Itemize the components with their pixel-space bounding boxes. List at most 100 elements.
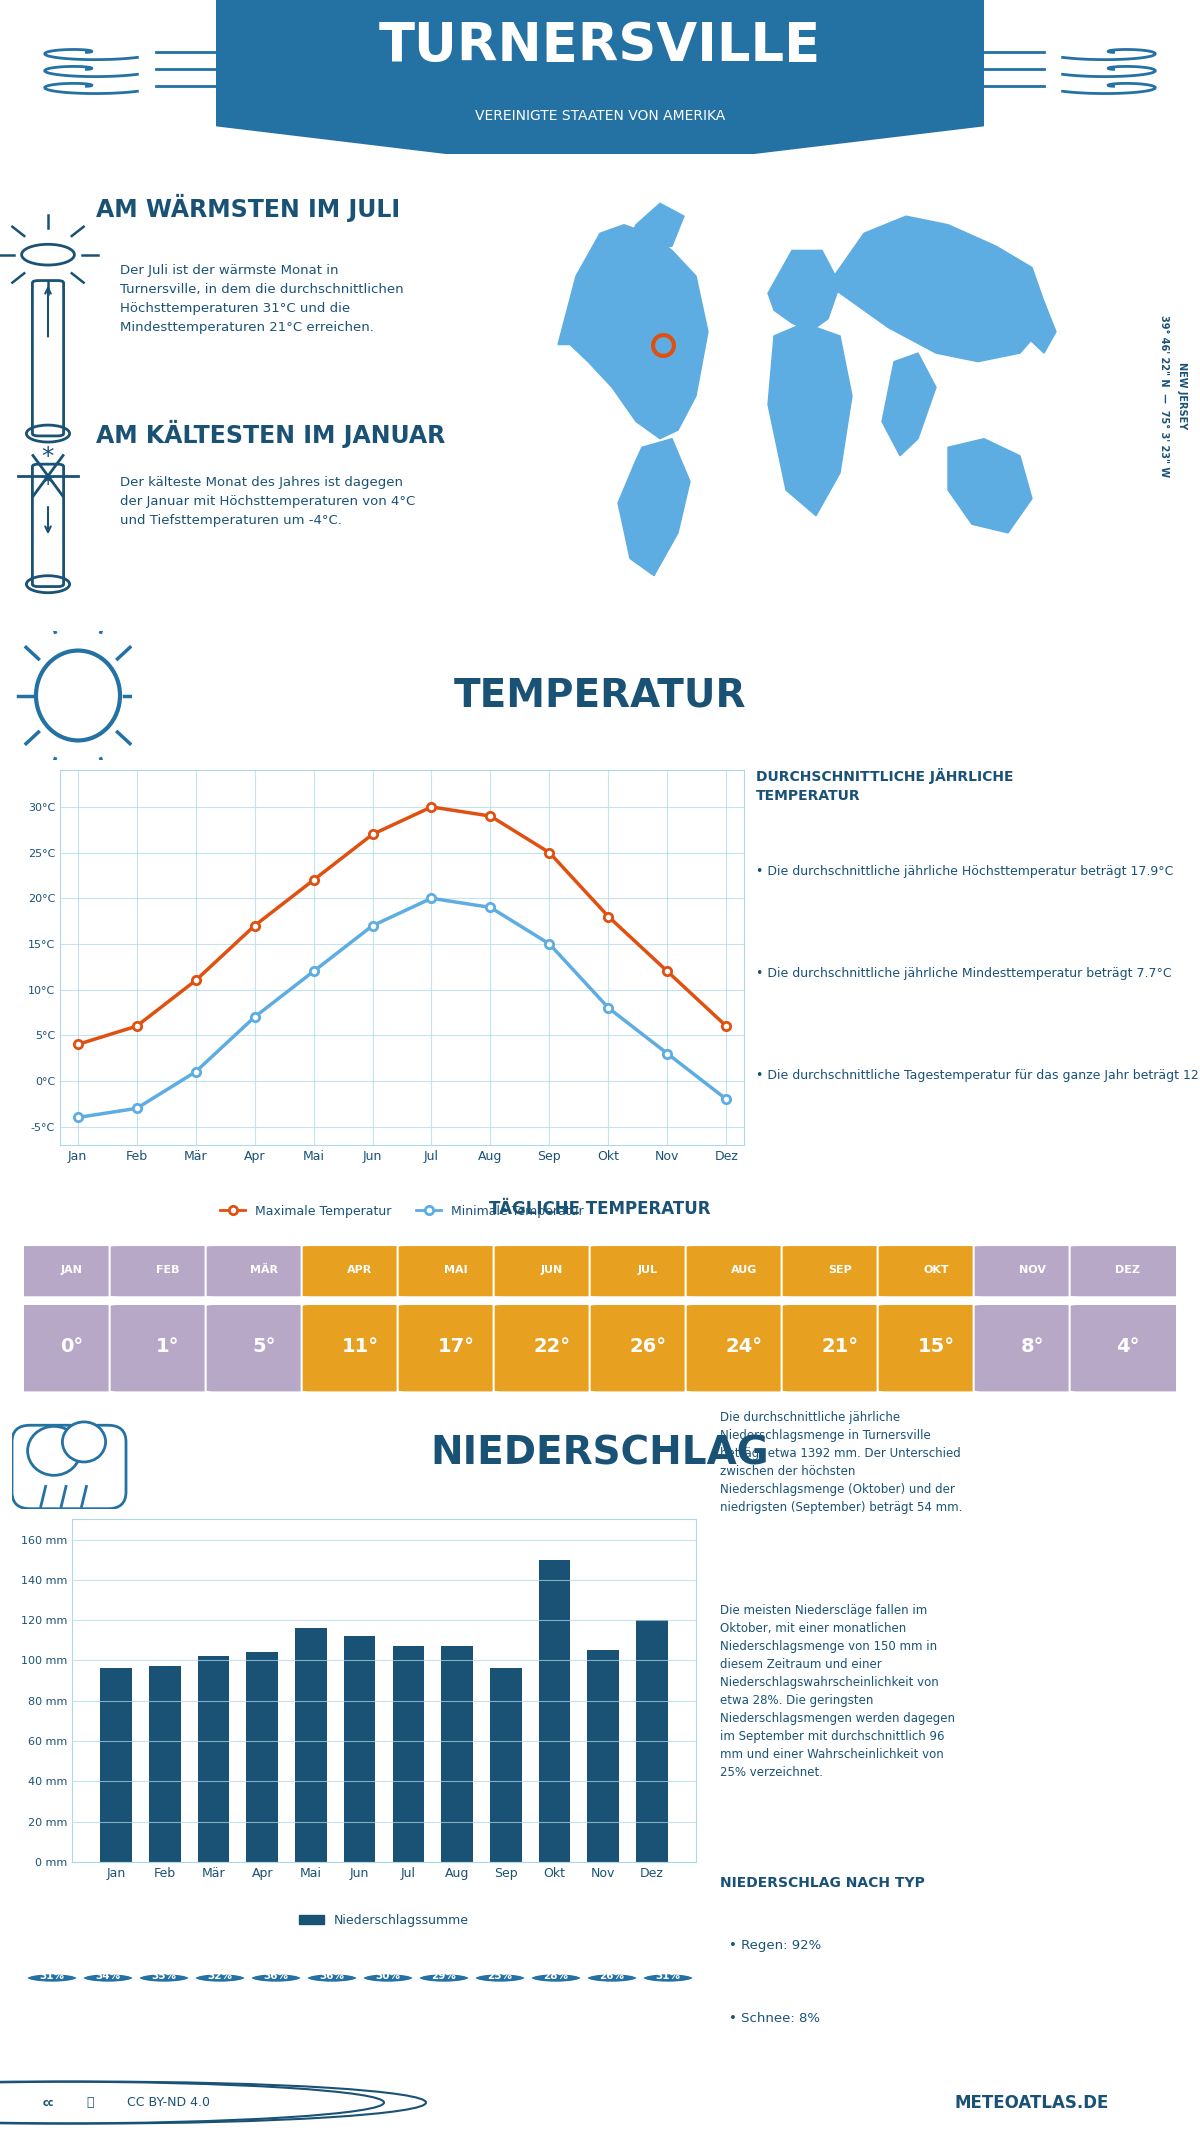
FancyBboxPatch shape xyxy=(877,1303,995,1393)
Bar xyxy=(295,1629,326,1862)
FancyBboxPatch shape xyxy=(205,1245,323,1297)
Text: NIEDERSCHLAG: NIEDERSCHLAG xyxy=(431,1434,769,1472)
FancyBboxPatch shape xyxy=(13,1245,131,1297)
Text: TURNERSVILLE: TURNERSVILLE xyxy=(379,19,821,73)
Text: 21°: 21° xyxy=(822,1338,858,1357)
Text: APR: APR xyxy=(209,2033,232,2044)
Text: SEP: SEP xyxy=(490,2033,510,2044)
Polygon shape xyxy=(882,353,936,456)
FancyBboxPatch shape xyxy=(301,1245,419,1297)
Text: 24°: 24° xyxy=(726,1338,762,1357)
Circle shape xyxy=(28,1427,80,1474)
Text: Die durchschnittliche jährliche
Niederschlagsmenge in Turnersville
beträgt etwa : Die durchschnittliche jährliche Niedersc… xyxy=(720,1410,962,1513)
FancyBboxPatch shape xyxy=(589,1245,707,1297)
Text: DURCHSCHNITTLICHE JÄHRLICHE
TEMPERATUR: DURCHSCHNITTLICHE JÄHRLICHE TEMPERATUR xyxy=(756,768,1014,802)
Bar xyxy=(246,1652,278,1862)
Text: 29%: 29% xyxy=(432,1971,456,1980)
Text: TEMPERATUR: TEMPERATUR xyxy=(454,676,746,715)
FancyBboxPatch shape xyxy=(109,1303,227,1393)
FancyBboxPatch shape xyxy=(781,1303,899,1393)
Circle shape xyxy=(83,1973,133,1984)
Text: • Die durchschnittliche jährliche Höchsttemperatur beträgt 17.9°C: • Die durchschnittliche jährliche Höchst… xyxy=(756,865,1174,877)
Text: 28%: 28% xyxy=(544,1971,569,1980)
Text: 8°: 8° xyxy=(1020,1338,1044,1357)
Bar xyxy=(539,1560,570,1862)
Circle shape xyxy=(138,1973,190,1984)
Bar xyxy=(344,1637,376,1862)
Text: NOV: NOV xyxy=(1019,1265,1045,1275)
Text: • Die durchschnittliche jährliche Mindesttemperatur beträgt 7.7°C: • Die durchschnittliche jährliche Mindes… xyxy=(756,967,1171,980)
Text: MAI: MAI xyxy=(265,2033,287,2044)
FancyBboxPatch shape xyxy=(13,1303,131,1393)
FancyBboxPatch shape xyxy=(205,1303,323,1393)
Text: JAN: JAN xyxy=(61,1265,83,1275)
Text: DEZ: DEZ xyxy=(1116,1265,1140,1275)
FancyBboxPatch shape xyxy=(1069,1303,1187,1393)
Circle shape xyxy=(194,1973,246,1984)
Text: 5°: 5° xyxy=(252,1338,276,1357)
FancyBboxPatch shape xyxy=(877,1245,995,1297)
Circle shape xyxy=(306,1973,358,1984)
Text: 36%: 36% xyxy=(319,1971,344,1980)
Bar xyxy=(149,1667,181,1862)
Bar xyxy=(392,1646,424,1862)
Bar xyxy=(587,1650,619,1862)
Text: JUN: JUN xyxy=(541,1265,563,1275)
Text: 15°: 15° xyxy=(918,1338,954,1357)
Text: 1°: 1° xyxy=(156,1338,180,1357)
FancyBboxPatch shape xyxy=(12,1425,126,1509)
Text: JUN: JUN xyxy=(323,2033,342,2044)
Polygon shape xyxy=(1026,302,1056,353)
Circle shape xyxy=(251,1973,301,1984)
FancyBboxPatch shape xyxy=(781,1245,899,1297)
Text: JUL: JUL xyxy=(379,2033,397,2044)
Text: • Die durchschnittliche Tagestemperatur für das ganze Jahr beträgt 12.8°C: • Die durchschnittliche Tagestemperatur … xyxy=(756,1068,1200,1081)
Text: MAI: MAI xyxy=(444,1265,468,1275)
Text: JUL: JUL xyxy=(638,1265,658,1275)
Text: TÄGLICHE TEMPERATUR: TÄGLICHE TEMPERATUR xyxy=(490,1201,710,1218)
Text: MÄR: MÄR xyxy=(151,2033,176,2044)
Text: NIEDERSCHLAG NACH TYP: NIEDERSCHLAG NACH TYP xyxy=(720,1875,925,1890)
Bar xyxy=(198,1656,229,1862)
FancyBboxPatch shape xyxy=(1069,1245,1187,1297)
Text: FEB: FEB xyxy=(156,1265,180,1275)
Polygon shape xyxy=(618,439,690,576)
Text: 17°: 17° xyxy=(438,1338,474,1357)
Text: 26°: 26° xyxy=(630,1338,666,1357)
Text: ⓘ: ⓘ xyxy=(86,2095,94,2110)
Text: *
*: * * xyxy=(42,445,54,496)
Circle shape xyxy=(26,1973,78,1984)
Text: 31%: 31% xyxy=(655,1971,680,1980)
Bar xyxy=(101,1669,132,1862)
Text: • Schnee: 8%: • Schnee: 8% xyxy=(728,2012,820,2024)
Circle shape xyxy=(587,1973,637,1984)
FancyBboxPatch shape xyxy=(685,1303,803,1393)
Text: 36%: 36% xyxy=(264,1971,288,1980)
Text: 11°: 11° xyxy=(342,1338,378,1357)
Text: OKT: OKT xyxy=(923,1265,949,1275)
Text: 26%: 26% xyxy=(600,1971,624,1980)
FancyBboxPatch shape xyxy=(397,1303,515,1393)
Text: APR: APR xyxy=(347,1265,373,1275)
Circle shape xyxy=(530,1973,582,1984)
Text: Die meisten Niederscläge fallen im
Oktober, mit einer monatlichen
Niederschlagsm: Die meisten Niederscläge fallen im Oktob… xyxy=(720,1603,955,1778)
Polygon shape xyxy=(828,216,1050,362)
Text: 32%: 32% xyxy=(208,1971,233,1980)
Polygon shape xyxy=(216,0,984,173)
Text: 35%: 35% xyxy=(151,1971,176,1980)
Text: 39° 46' 22" N  —  75° 3' 23" W: 39° 46' 22" N — 75° 3' 23" W xyxy=(1159,315,1169,477)
Polygon shape xyxy=(558,225,708,439)
Polygon shape xyxy=(630,203,684,250)
Polygon shape xyxy=(768,323,852,516)
Text: • Regen: 92%: • Regen: 92% xyxy=(728,1939,821,1952)
Text: AM KÄLTESTEN IM JANUAR: AM KÄLTESTEN IM JANUAR xyxy=(96,419,445,447)
FancyBboxPatch shape xyxy=(973,1303,1091,1393)
FancyBboxPatch shape xyxy=(109,1245,227,1297)
Text: OKT: OKT xyxy=(545,2033,568,2044)
Polygon shape xyxy=(768,250,840,332)
Circle shape xyxy=(62,1421,106,1462)
Text: NIEDERSCHLAGSWAHRSCHEINLICHKEIT: NIEDERSCHLAGSWAHRSCHEINLICHKEIT xyxy=(214,1898,506,1911)
Text: SEP: SEP xyxy=(828,1265,852,1275)
Bar xyxy=(490,1669,522,1862)
Text: cc: cc xyxy=(42,2097,54,2108)
